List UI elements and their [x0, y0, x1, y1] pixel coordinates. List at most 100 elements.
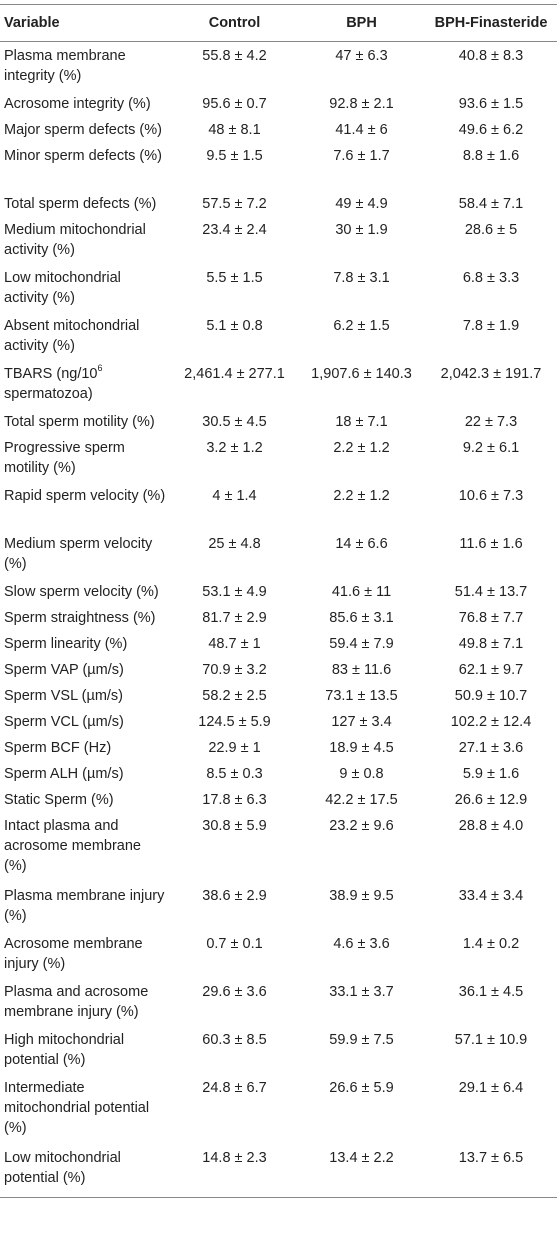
results-table: Variable Control BPH BPH-Finasteride Pla… — [0, 4, 557, 1198]
cell-control: 14.8 ± 2.3 — [202, 1149, 267, 1166]
cell-variable: Sperm VCL (µm/s) — [4, 713, 124, 730]
table-row: Progressive sperm motility (%) 3.2 ± 1.2 2… — [0, 434, 557, 482]
cell-variable: Progressive sperm motility (%) — [4, 439, 125, 476]
cell-variable: Total sperm defects (%) — [4, 195, 157, 212]
cell-bph: 38.9 ± 9.5 — [329, 887, 394, 904]
cell-variable: Sperm BCF (Hz) — [4, 739, 112, 756]
table-row: Acrosome integrity (%) 95.6 ± 0.7 92.8 ± 2… — [0, 90, 557, 116]
cell-control: 48.7 ± 1 — [208, 635, 261, 652]
cell-control: 17.8 ± 6.3 — [202, 791, 267, 808]
cell-variable: Low mitochondrial activity (%) — [4, 269, 121, 306]
cell-bph: 7.6 ± 1.7 — [333, 147, 390, 164]
cell-control: 70.9 ± 3.2 — [202, 661, 267, 678]
cell-bph-finasteride: 102.2 ± 12.4 — [450, 713, 532, 730]
cell-bph-finasteride: 1.4 ± 0.2 — [462, 935, 520, 952]
cell-bph: 2.2 ± 1.2 — [333, 487, 390, 504]
cell-bph: 9 ± 0.8 — [339, 765, 384, 782]
cell-control: 2,461.4 ± 277.1 — [184, 365, 285, 382]
cell-variable: Sperm straightness (%) — [4, 609, 156, 626]
header-bph: BPH — [346, 15, 377, 31]
cell-control: 124.5 ± 5.9 — [198, 713, 271, 730]
cell-bph-finasteride: 22 ± 7.3 — [464, 413, 518, 430]
cell-control: 53.1 ± 4.9 — [202, 583, 267, 600]
cell-variable: Low mitochondrial potential (%) — [4, 1149, 121, 1186]
cell-variable: Sperm VAP (µm/s) — [4, 661, 124, 678]
table-row: Intact plasma and acrosome membrane (%) 3… — [0, 812, 557, 882]
cell-bph-finasteride: 57.1 ± 10.9 — [454, 1031, 528, 1048]
cell-bph: 85.6 ± 3.1 — [329, 609, 394, 626]
header-variable: Variable — [4, 15, 60, 31]
table-row: Total sperm defects (%) 57.5 ± 7.2 49 ± 4.… — [0, 190, 557, 216]
cell-control: 30.8 ± 5.9 — [202, 817, 267, 834]
cell-variable: Acrosome membrane injury (%) — [4, 935, 143, 972]
table-row: Rapid sperm velocity (%) 4 ± 1.4 2.2 ± 1.2… — [0, 482, 557, 530]
table-row: Sperm ALH (µm/s) 8.5 ± 0.3 9 ± 0.8 5.9 ± 1.… — [0, 760, 557, 786]
cell-control: 48 ± 8.1 — [208, 121, 261, 138]
table-row: Plasma membrane injury (%) 38.6 ± 2.9 38.9… — [0, 882, 557, 930]
cell-control: 0.7 ± 0.1 — [206, 935, 263, 952]
header-row: Variable Control BPH BPH-Finasteride — [0, 4, 557, 42]
cell-bph: 41.4 ± 6 — [335, 121, 388, 138]
cell-control: 38.6 ± 2.9 — [202, 887, 267, 904]
cell-bph: 47 ± 6.3 — [335, 48, 388, 64]
cell-bph: 41.6 ± 11 — [331, 583, 392, 600]
table-row: Sperm BCF (Hz) 22.9 ± 1 18.9 ± 4.5 27.1 ± 3… — [0, 734, 557, 760]
cell-bph: 42.2 ± 17.5 — [325, 791, 398, 808]
cell-bph-finasteride: 36.1 ± 4.5 — [458, 983, 524, 1000]
table-row: Sperm VSL (µm/s) 58.2 ± 2.5 73.1 ± 13.5 50.… — [0, 682, 557, 708]
cell-bph: 13.4 ± 2.2 — [329, 1149, 394, 1166]
cell-control: 5.1 ± 0.8 — [206, 317, 263, 334]
cell-bph-finasteride: 13.7 ± 6.5 — [458, 1149, 524, 1166]
cell-bph-finasteride: 7.8 ± 1.9 — [462, 317, 520, 334]
cell-variable: Major sperm defects (%) — [4, 121, 162, 138]
table-body: Plasma membrane integrity (%) 55.8 ± 4.2 4… — [0, 42, 557, 1198]
table-row: TBARS (ng/106 spermatozoa) 2,461.4 ± 277.… — [0, 360, 557, 408]
cell-bph-finasteride: 28.8 ± 4.0 — [458, 817, 524, 834]
cell-variable: Absent mitochondrial activity (%) — [4, 317, 140, 354]
cell-variable: Static Sperm (%) — [4, 791, 114, 808]
cell-bph-finasteride: 26.6 ± 12.9 — [454, 791, 528, 808]
cell-variable: Sperm ALH (µm/s) — [4, 765, 124, 782]
cell-variable: Plasma membrane injury (%) — [4, 887, 165, 924]
table-row: Sperm straightness (%) 81.7 ± 2.9 85.6 ± 3… — [0, 604, 557, 630]
cell-variable: High mitochondrial potential (%) — [4, 1031, 125, 1068]
cell-bph-finasteride: 40.8 ± 8.3 — [458, 48, 524, 64]
table-row: Low mitochondrial activity (%) 5.5 ± 1.5 7… — [0, 264, 557, 312]
cell-bph-finasteride: 50.9 ± 10.7 — [454, 687, 528, 704]
cell-control: 60.3 ± 8.5 — [202, 1031, 267, 1048]
cell-control: 8.5 ± 0.3 — [206, 765, 263, 782]
cell-bph-finasteride: 93.6 ± 1.5 — [458, 95, 524, 112]
table-row: Absent mitochondrial activity (%) 5.1 ± 0… — [0, 312, 557, 360]
cell-control: 4 ± 1.4 — [212, 487, 257, 504]
cell-bph-finasteride: 49.8 ± 7.1 — [458, 635, 524, 652]
cell-bph: 59.4 ± 7.9 — [329, 635, 394, 652]
table-row: Medium sperm velocity (%) 25 ± 4.8 14 ± 6.… — [0, 530, 557, 578]
cell-bph-finasteride: 9.2 ± 6.1 — [462, 439, 520, 456]
cell-variable: Total sperm motility (%) — [4, 413, 155, 430]
table-row: Static Sperm (%) 17.8 ± 6.3 42.2 ± 17.5 26.… — [0, 786, 557, 812]
cell-bph-finasteride: 6.8 ± 3.3 — [462, 269, 520, 286]
cell-control: 23.4 ± 2.4 — [202, 221, 267, 238]
cell-bph-finasteride: 28.6 ± 5 — [464, 221, 518, 238]
table-row: Minor sperm defects (%) 9.5 ± 1.5 7.6 ± 1.… — [0, 142, 557, 190]
table-row: Plasma membrane integrity (%) 55.8 ± 4.2 4… — [0, 42, 557, 90]
cell-bph: 33.1 ± 3.7 — [329, 983, 394, 1000]
cell-bph-finasteride: 8.8 ± 1.6 — [462, 147, 520, 164]
cell-bph: 127 ± 3.4 — [331, 713, 392, 730]
cell-control: 3.2 ± 1.2 — [206, 439, 263, 456]
cell-variable: Intermediate mitochondrial potential (%) — [4, 1079, 150, 1136]
cell-control: 81.7 ± 2.9 — [202, 609, 267, 626]
cell-bph-finasteride: 62.1 ± 9.7 — [458, 661, 524, 678]
cell-bph-finasteride: 49.6 ± 6.2 — [458, 121, 524, 138]
table-row: Slow sperm velocity (%) 53.1 ± 4.9 41.6 ± … — [0, 578, 557, 604]
cell-control: 24.8 ± 6.7 — [202, 1079, 267, 1096]
table-row: Medium mitochondrial activity (%) 23.4 ± … — [0, 216, 557, 264]
cell-bph-finasteride: 58.4 ± 7.1 — [458, 195, 524, 212]
cell-variable: Sperm linearity (%) — [4, 635, 128, 652]
cell-bph: 14 ± 6.6 — [335, 535, 388, 552]
cell-bph-finasteride: 5.9 ± 1.6 — [462, 765, 520, 782]
cell-bph: 26.6 ± 5.9 — [329, 1079, 394, 1096]
table-row: High mitochondrial potential (%) 60.3 ± 8… — [0, 1026, 557, 1074]
cell-bph: 30 ± 1.9 — [335, 221, 388, 238]
table-row: Sperm linearity (%) 48.7 ± 1 59.4 ± 7.9 49.… — [0, 630, 557, 656]
